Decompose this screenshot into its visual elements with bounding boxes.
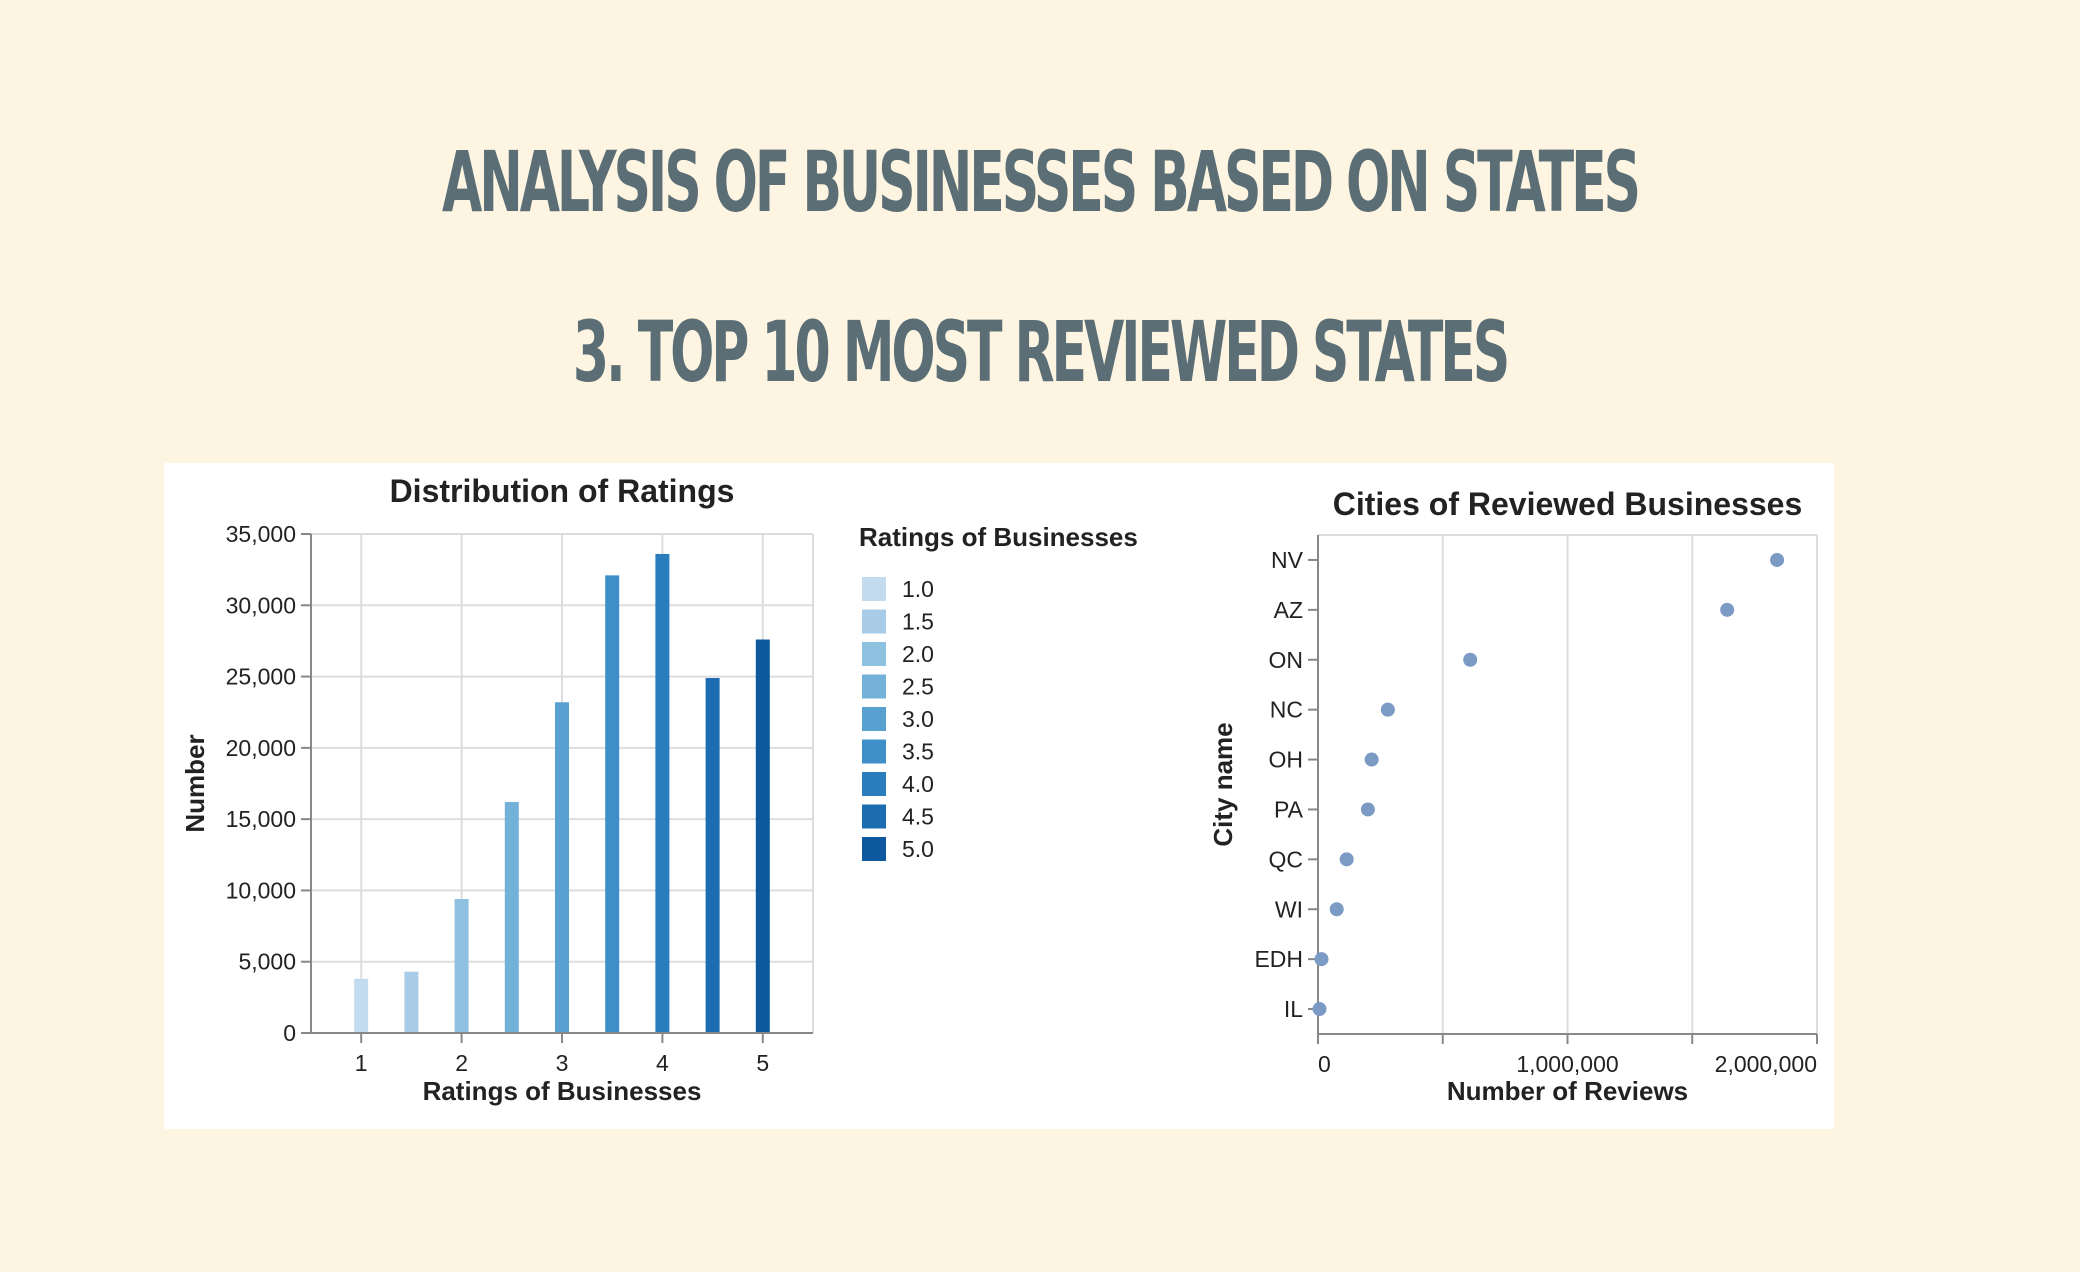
scatter-chart-points bbox=[1312, 552, 1785, 1017]
legend-title: Ratings of Businesses bbox=[859, 522, 1138, 552]
legend-label: 3.0 bbox=[902, 706, 934, 732]
scatter-y-tick-label: EDH bbox=[1254, 946, 1303, 972]
scatter-point bbox=[1360, 802, 1375, 817]
scatter-y-tick-label: AZ bbox=[1274, 597, 1303, 623]
legend-items: 1.0 1.5 2.0 2.5 3.0 3.5 4.0 4.5 5.0 bbox=[862, 576, 934, 862]
charts-canvas: 0 5,000 10,000 15,000 20,000 25,000 30,000 35,0… bbox=[180, 473, 1818, 1106]
bar-chart-x-axis-title: Ratings of Businesses bbox=[423, 1076, 702, 1106]
bar-x-tick-label: 5 bbox=[756, 1050, 769, 1076]
scatter-chart-x-axis-title: Number of Reviews bbox=[1447, 1076, 1688, 1106]
legend-swatch bbox=[862, 739, 886, 764]
bar-y-tick-label: 20,000 bbox=[226, 735, 296, 761]
scatter-y-tick-label: NC bbox=[1270, 697, 1303, 723]
scatter-y-tick-label: IL bbox=[1284, 996, 1303, 1022]
scatter-x-tick-label: 0 bbox=[1318, 1051, 1331, 1077]
scatter-point bbox=[1339, 852, 1354, 867]
scatter-y-tick-label: QC bbox=[1269, 846, 1304, 872]
bar bbox=[705, 677, 720, 1033]
bar-y-tick-label: 0 bbox=[283, 1020, 296, 1046]
legend-label: 1.0 bbox=[902, 576, 934, 602]
scatter-point bbox=[1329, 902, 1344, 917]
scatter-point bbox=[1364, 752, 1379, 767]
legend-swatch bbox=[862, 577, 886, 601]
scatter-y-tick-label: OH bbox=[1269, 747, 1304, 773]
bar-y-tick-label: 10,000 bbox=[226, 877, 296, 903]
bar bbox=[555, 702, 569, 1033]
legend-swatch bbox=[862, 707, 886, 731]
ratings-legend: Ratings of Businesses 1.0 1.5 2.0 2.5 3.0 3.5… bbox=[859, 522, 1138, 862]
bar bbox=[454, 898, 469, 1033]
scatter-chart-title: Cities of Reviewed Businesses bbox=[1333, 486, 1803, 522]
legend-label: 3.5 bbox=[902, 739, 934, 765]
bar bbox=[404, 971, 419, 1033]
bar-chart-y-axis-title: Number bbox=[180, 734, 210, 832]
bar-y-tick-label: 5,000 bbox=[238, 949, 296, 975]
legend-label: 4.5 bbox=[902, 804, 934, 830]
legend-label: 2.5 bbox=[902, 674, 934, 700]
legend-label: 2.0 bbox=[902, 641, 934, 667]
scatter-point bbox=[1380, 702, 1395, 717]
legend-swatch bbox=[862, 674, 886, 699]
scatter-x-tick-label: 1,000,000 bbox=[1516, 1051, 1618, 1077]
chart-panel: 0 5,000 10,000 15,000 20,000 25,000 30,000 35,0… bbox=[164, 463, 1834, 1129]
bar-chart-bars bbox=[354, 553, 770, 1033]
bar-y-tick-label: 30,000 bbox=[226, 592, 296, 618]
bar bbox=[755, 639, 770, 1033]
legend-swatch bbox=[862, 772, 886, 796]
scatter-y-tick-label: NV bbox=[1271, 547, 1304, 573]
legend-swatch bbox=[862, 804, 886, 829]
bar-x-tick-label: 3 bbox=[556, 1050, 569, 1076]
scatter-x-tick-label: 2,000,000 bbox=[1715, 1051, 1817, 1077]
scatter-point bbox=[1312, 1002, 1327, 1017]
bar-chart-axes: 0 5,000 10,000 15,000 20,000 25,000 30,000 35,0… bbox=[226, 521, 813, 1076]
bar-y-tick-label: 25,000 bbox=[226, 664, 296, 690]
bar bbox=[354, 978, 369, 1033]
bar bbox=[504, 802, 519, 1033]
bar-y-tick-label: 15,000 bbox=[226, 806, 296, 832]
scatter-y-tick-label: WI bbox=[1275, 896, 1303, 922]
scatter-point bbox=[1463, 652, 1478, 667]
page-title: ANALYSIS OF BUSINESSES BASED ON STATES bbox=[442, 133, 1641, 231]
scatter-chart-grid bbox=[1317, 534, 1818, 1034]
cities-scatter-chart: 0 1,000,000 2,000,000 NV AZ ON NC OH PA QC WI EDH IL… bbox=[1208, 486, 1818, 1106]
legend-swatch bbox=[862, 642, 886, 666]
bar-chart-title: Distribution of Ratings bbox=[390, 473, 735, 509]
legend-label: 1.5 bbox=[902, 609, 934, 635]
scatter-point bbox=[1720, 602, 1735, 617]
scatter-chart-axes: 0 1,000,000 2,000,000 NV AZ ON NC OH PA QC WI EDH IL bbox=[1254, 535, 1818, 1077]
scatter-chart-y-axis-title: City name bbox=[1208, 722, 1238, 846]
bar-x-tick-label: 2 bbox=[455, 1050, 468, 1076]
scatter-y-tick-label: PA bbox=[1274, 796, 1304, 822]
bar-x-tick-label: 1 bbox=[355, 1050, 368, 1076]
scatter-y-tick-label: ON bbox=[1269, 647, 1304, 673]
ratings-bar-chart: 0 5,000 10,000 15,000 20,000 25,000 30,000 35,0… bbox=[180, 473, 814, 1106]
bar-x-tick-label: 4 bbox=[656, 1050, 669, 1076]
legend-label: 5.0 bbox=[902, 836, 934, 862]
legend-label: 4.0 bbox=[902, 771, 934, 797]
bar bbox=[605, 575, 620, 1033]
legend-swatch bbox=[862, 609, 886, 634]
scatter-point bbox=[1314, 952, 1329, 967]
scatter-point bbox=[1770, 552, 1785, 567]
bar-y-tick-label: 35,000 bbox=[226, 521, 296, 547]
legend-swatch bbox=[862, 837, 886, 861]
page-subtitle: 3. TOP 10 MOST REVIEWED STATES bbox=[572, 303, 1510, 401]
bar bbox=[655, 553, 670, 1033]
